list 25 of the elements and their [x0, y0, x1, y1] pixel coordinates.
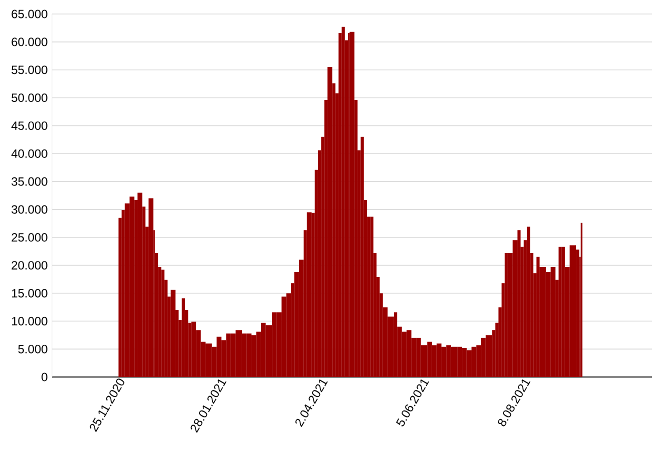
bar [370, 216, 374, 377]
y-tick-label: 45.000 [11, 121, 48, 130]
bar [182, 298, 185, 377]
bar [342, 26, 345, 377]
y-tick-label: 40.000 [11, 149, 48, 158]
y-tick-label: 25.000 [12, 233, 48, 242]
y-tick-label: 20.000 [12, 261, 48, 270]
bar [306, 212, 312, 377]
bar [161, 270, 164, 377]
y-tick-label: 50.000 [12, 94, 48, 102]
y-tick-label: 35.000 [12, 177, 48, 186]
y-tick-label: 60.000 [12, 38, 48, 46]
bar [526, 226, 530, 377]
y-tick-label: 0 [42, 372, 48, 382]
bar [170, 290, 176, 377]
bar [360, 136, 364, 377]
bar [137, 192, 142, 377]
y-tick-label: 10.000 [12, 316, 48, 326]
bar [327, 67, 332, 377]
y-tick-label: 65.000 [12, 10, 48, 18]
y-tick-label: 30.000 [12, 205, 48, 214]
bar [558, 246, 562, 377]
y-tick-label: 5.000 [18, 344, 48, 354]
y-tick-label: 55.000 [12, 66, 48, 74]
y-tick-label: 15.000 [12, 288, 48, 298]
